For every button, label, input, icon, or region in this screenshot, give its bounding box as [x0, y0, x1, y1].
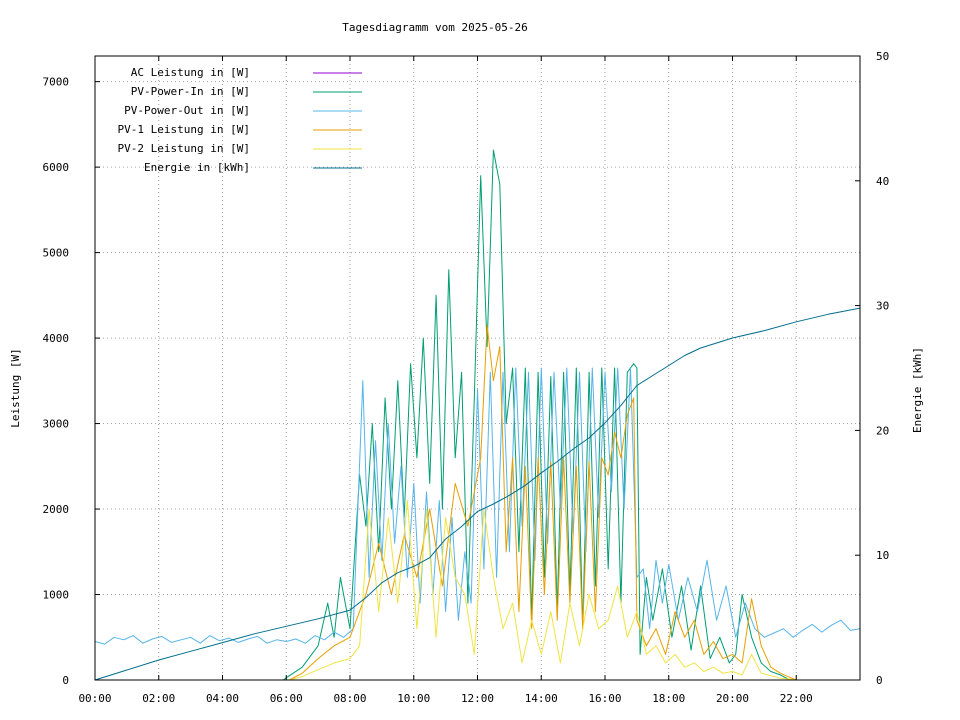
y2-tick-label: 50 [876, 50, 889, 63]
x-tick-label: 04:00 [206, 692, 239, 705]
y-tick-label: 0 [62, 674, 69, 687]
x-tick-label: 14:00 [525, 692, 558, 705]
y-tick-label: 4000 [43, 332, 70, 345]
y2-tick-label: 30 [876, 300, 889, 313]
x-tick-label: 18:00 [652, 692, 685, 705]
y-tick-label: 2000 [43, 503, 70, 516]
series-line-2 [94, 367, 861, 645]
legend-label: AC Leistung in [W] [131, 66, 250, 79]
y-tick-label: 7000 [43, 76, 70, 89]
y-tick-label: 3000 [43, 418, 70, 431]
legend-label: PV-Power-In in [W] [131, 85, 250, 98]
grid [95, 56, 860, 680]
y2-tick-label: 40 [876, 175, 889, 188]
x-tick-label: 20:00 [716, 692, 749, 705]
x-tick-label: 06:00 [270, 692, 303, 705]
series-line-3 [95, 324, 860, 681]
series-layer [94, 149, 861, 681]
series-line-5 [94, 307, 861, 681]
x-tick-label: 00:00 [78, 692, 111, 705]
y2-tick-label: 0 [876, 674, 883, 687]
x-tick-label: 12:00 [461, 692, 494, 705]
x-tick-label: 02:00 [142, 692, 175, 705]
x-tick-label: 16:00 [588, 692, 621, 705]
y2-tick-label: 10 [876, 549, 889, 562]
y2-axis-label: Energie [kWh] [911, 347, 924, 433]
y2-tick-label: 20 [876, 424, 889, 437]
legend-label: Energie in [kWh] [144, 161, 250, 174]
y-axis-label: Leistung [W] [9, 348, 22, 427]
legend-label: PV-Power-Out in [W] [124, 104, 250, 117]
x-tick-label: 10:00 [397, 692, 430, 705]
series-line-4 [95, 500, 860, 681]
legend-label: PV-1 Leistung in [W] [118, 123, 250, 136]
y-tick-label: 5000 [43, 247, 70, 260]
x-tick-label: 08:00 [333, 692, 366, 705]
legend-label: PV-2 Leistung in [W] [118, 142, 250, 155]
y-tick-label: 1000 [43, 589, 70, 602]
x-tick-label: 22:00 [780, 692, 813, 705]
tick-layer: 00:00 02:00 04:00 06:00 08:00 10:00 12:00 14:00… [43, 50, 890, 705]
y-tick-label: 6000 [43, 161, 70, 174]
legend: AC Leistung in [W] PV-Power-In in [W] PV-P… [118, 66, 362, 174]
chart-title: Tagesdiagramm vom 2025-05-26 [342, 21, 527, 34]
